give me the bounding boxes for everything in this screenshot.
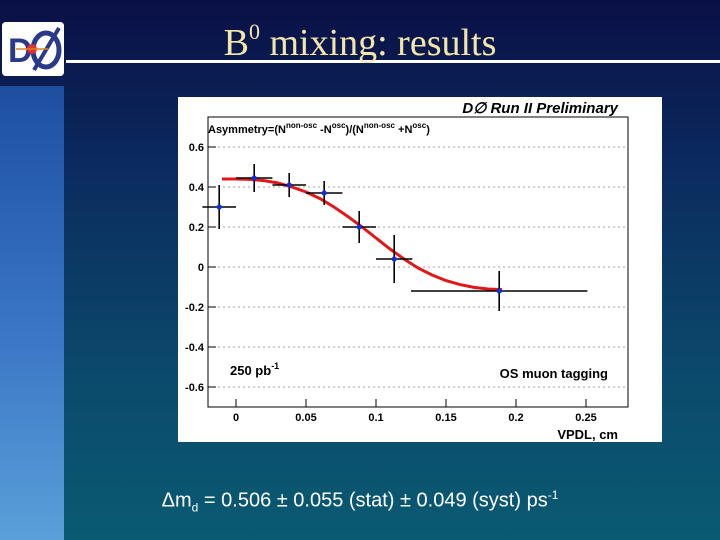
- y-tick-label: 0: [198, 262, 204, 274]
- x-tick-label: 0: [233, 412, 239, 424]
- y-tick-label: -0.6: [185, 382, 204, 394]
- x-axis-label: VPDL, cm: [557, 427, 618, 442]
- y-tick-label: 0.2: [189, 222, 204, 234]
- data-point: [496, 288, 502, 294]
- plot-area: [207, 116, 629, 408]
- mixing-result: Δmd = 0.506 ± 0.055 (stat) ± 0.049 (syst…: [0, 488, 720, 515]
- y-tick-label: -0.2: [185, 302, 204, 314]
- result-sup: -1: [547, 488, 559, 502]
- asymmetry-plot: 0.6 0.4 0.2 0 -0.2 -0.4 -0.6 0 0.05 0.1 0.15 0.2 0.…: [178, 97, 662, 442]
- data-point-group: [272, 173, 306, 197]
- data-point: [216, 204, 222, 210]
- dzero-preliminary-banner: D∅ Run II Preliminary: [462, 100, 618, 117]
- data-point: [251, 175, 257, 181]
- x-tick-label: 0.1: [368, 412, 383, 424]
- slide-title: B0 mixing: results: [0, 8, 720, 67]
- x-tick-label: 0.25: [575, 412, 596, 424]
- y-tick-label: -0.4: [185, 342, 205, 354]
- title-part-1: non-osc: [286, 121, 318, 130]
- asymmetry-chart-svg: 0.6 0.4 0.2 0 -0.2 -0.4 -0.6 0 0.05 0.1 0.15 0.2 0.…: [185, 100, 629, 442]
- result-delta: Δm: [161, 489, 192, 512]
- data-point-group: [411, 271, 588, 311]
- y-tick-label: 0.4: [189, 182, 205, 194]
- title-part-0: Asymmetry=(N: [208, 124, 286, 136]
- data-point: [356, 224, 362, 230]
- title-part-3: osc: [332, 121, 346, 130]
- title-part-4: )/(N: [346, 124, 364, 136]
- title-part-2: -N: [317, 124, 332, 136]
- title-part-8: ): [426, 124, 430, 136]
- title-superscript: 0: [248, 19, 260, 44]
- title-part-5: non-osc: [364, 121, 396, 130]
- data-point-group: [236, 164, 273, 192]
- title-text: mixing: results: [259, 22, 497, 64]
- title-part-6: +N: [395, 124, 412, 136]
- result-sub: d: [191, 500, 199, 515]
- x-tick-label: 0.15: [435, 412, 456, 424]
- luminosity-label: 250 pb-1: [230, 361, 279, 378]
- os-muon-tagging-label: OS muon tagging: [500, 366, 608, 381]
- title-underline: [66, 60, 720, 63]
- luminosity-text: 250 pb: [230, 363, 271, 378]
- title-b: B: [223, 22, 249, 64]
- data-point-group: [342, 211, 376, 243]
- result-text: = 0.506 ± 0.055 (stat) ± 0.049 (syst) ps: [198, 489, 548, 512]
- left-accent-bar: [0, 86, 64, 540]
- data-point: [391, 256, 397, 262]
- data-point: [286, 182, 292, 188]
- data-point-group: [376, 235, 413, 283]
- chart-title: Asymmetry=(Nnon-osc -Nosc)/(Nnon-osc +No…: [208, 121, 430, 136]
- x-tick-label: 0.2: [508, 412, 523, 424]
- title-part-7: osc: [412, 121, 426, 130]
- x-tick-label: 0.05: [295, 412, 316, 424]
- data-point: [321, 190, 327, 196]
- luminosity-sup: -1: [271, 361, 279, 371]
- data-point-group: [202, 185, 236, 229]
- data-point-group: [306, 181, 343, 205]
- y-tick-label: 0.6: [189, 142, 204, 154]
- dzero-logo: D: [2, 22, 64, 76]
